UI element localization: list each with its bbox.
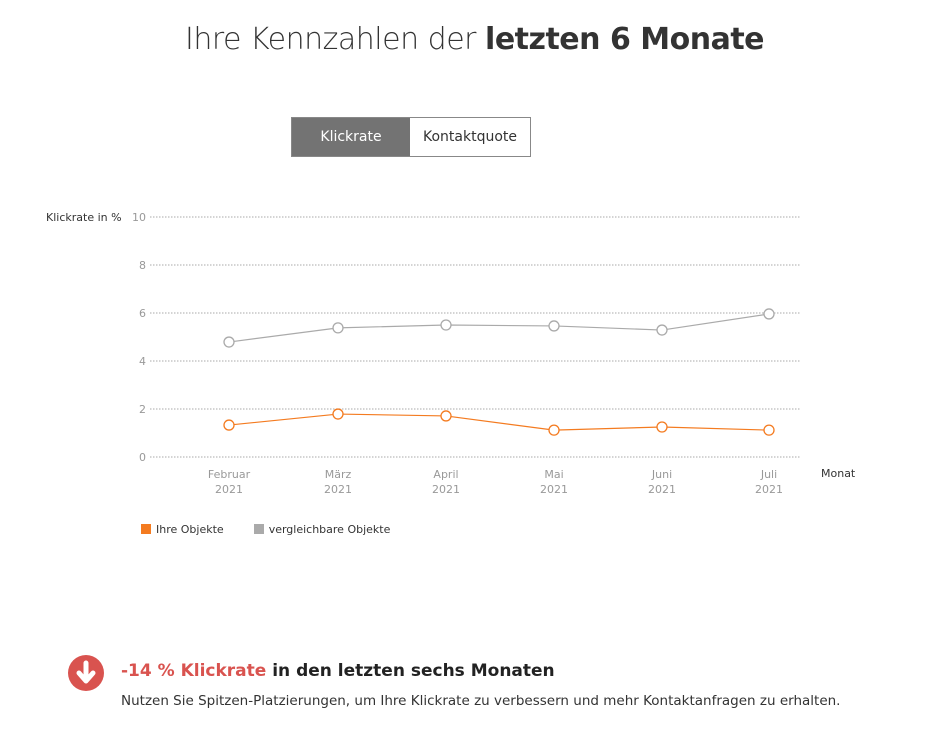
x-tick-year: 2021 — [648, 483, 676, 496]
alert-text: in den letzten sechs Monaten — [272, 661, 555, 681]
x-axis-label: Monat — [821, 467, 856, 480]
legend-swatch — [141, 524, 151, 534]
x-tick-label: Mai — [544, 468, 563, 481]
x-tick-year: 2021 — [215, 483, 243, 496]
data-point — [440, 410, 452, 422]
y-tick-label: 4 — [139, 355, 146, 368]
legend-item-vergleichbare-objekte[interactable]: vergleichbare Objekte — [253, 523, 391, 536]
legend-item-ihre-objekte[interactable]: Ihre Objekte — [141, 523, 224, 536]
data-point — [332, 322, 344, 334]
x-tick-year: 2021 — [540, 483, 568, 496]
data-point — [656, 421, 668, 433]
y-tick-label: 8 — [139, 259, 146, 272]
legend: Ihre Objekte vergleichbare Objekte — [141, 523, 390, 536]
legend-label: vergleichbare Objekte — [268, 523, 391, 536]
data-point — [332, 408, 344, 420]
data-point — [763, 424, 775, 436]
page-title: Ihre Kennzahlen der letzten 6 Monate — [0, 22, 949, 57]
tab-kontaktquote[interactable]: Kontaktquote — [410, 118, 530, 156]
title-light: Ihre Kennzahlen der — [184, 22, 477, 57]
alert-change: -14 % Klickrate — [121, 661, 267, 681]
data-point — [440, 319, 452, 331]
x-tick-label: Juni — [651, 468, 672, 481]
data-point — [223, 336, 235, 348]
data-point — [548, 424, 560, 436]
legend-label: Ihre Objekte — [156, 523, 224, 536]
x-tick-label: Februar — [208, 468, 251, 481]
arrow-down-glyph — [76, 660, 96, 684]
series-line — [228, 313, 770, 343]
y-tick-label: 6 — [139, 307, 146, 320]
data-point — [548, 320, 560, 332]
series-line — [228, 413, 770, 431]
y-tick-label: 10 — [132, 211, 146, 224]
y-tick-label: 0 — [139, 451, 146, 464]
alert-hint: Nutzen Sie Spitzen-Platzierungen, um Ihr… — [121, 693, 841, 709]
x-tick-year: 2021 — [324, 483, 352, 496]
alert-heading: -14 % Klickrate in den letzten sechs Mon… — [121, 661, 555, 681]
y-tick-label: 2 — [139, 403, 146, 416]
metric-tabs: Klickrate Kontaktquote — [291, 117, 531, 157]
tab-klickrate[interactable]: Klickrate — [292, 118, 410, 156]
title-bold: letzten 6 Monate — [485, 22, 765, 57]
data-point — [223, 419, 235, 431]
line-chart: Klickrate in % 0 2 4 6 8 10 Februar 2021 März 2021… — [46, 211, 856, 496]
x-tick-label: April — [433, 468, 458, 481]
data-point — [763, 308, 775, 320]
x-tick-year: 2021 — [755, 483, 783, 496]
data-point — [656, 324, 668, 336]
x-tick-year: 2021 — [432, 483, 460, 496]
legend-swatch — [253, 524, 264, 534]
x-tick-label: Juli — [760, 468, 777, 481]
x-tick-label: März — [325, 468, 352, 481]
arrow-down-circle-icon — [68, 655, 104, 691]
y-axis-label: Klickrate in % — [46, 211, 122, 224]
